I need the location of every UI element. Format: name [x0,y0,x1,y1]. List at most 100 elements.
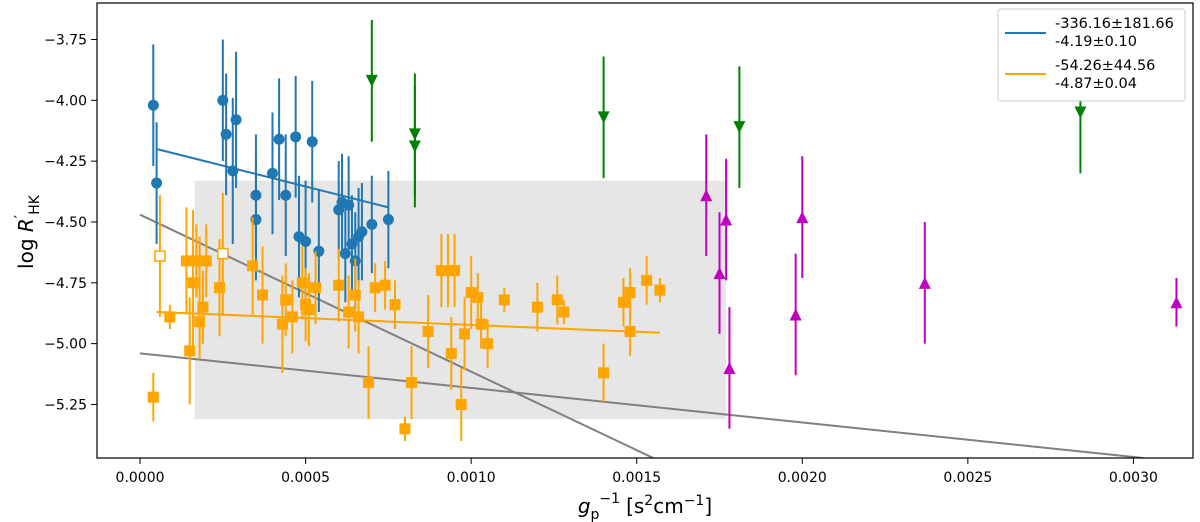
orange-point [280,294,292,306]
blue-point [300,235,312,247]
blue-point [290,131,302,143]
green-point [365,74,378,87]
y-tick-label: −4.75 [44,276,87,292]
x-tick-label: 0.0000 [116,470,165,486]
orange-point [617,296,629,308]
orange-point [194,255,206,267]
orange-point [641,274,653,286]
orange-point [184,345,196,357]
blue-point [280,189,292,201]
blue-point [366,218,378,230]
green-point [733,121,746,134]
y-tick-label: −4.50 [44,215,87,231]
green-point [1074,106,1087,119]
orange-point [187,277,199,289]
orange-point [276,318,288,330]
orange-point [296,277,308,289]
orange-point [180,255,192,267]
orange-point [442,265,454,277]
x-axis-units-sup2: −1 [684,493,705,509]
green-point [597,111,610,124]
x-tick-label: 0.0020 [778,470,827,486]
orange-point [147,391,159,403]
legend-blue-line1: -336.16±181.66 [1055,16,1174,32]
orange-point [449,265,461,277]
orange-point [498,294,510,306]
green-point [408,140,421,153]
orange-point [406,377,418,389]
orange-point [422,325,434,337]
blue-point [266,167,278,179]
orange-point [164,311,176,323]
orange-point [531,301,543,313]
orange-point [389,299,401,311]
y-tick-label: −4.00 [44,93,87,109]
orange-point [197,301,209,313]
orange-point [363,377,375,389]
x-tick-label: 0.0025 [943,470,992,486]
orange-point [624,287,636,299]
y-axis-label-prefix: log [14,232,38,269]
magenta-point [700,189,713,202]
orange-point [399,423,411,435]
x-axis-units-mid: cm [653,494,683,518]
plot-frame [96,2,1194,459]
orange-point [435,265,447,277]
orange-point [472,291,484,303]
orange-open-point [217,247,229,260]
orange-point [654,284,666,296]
orange-point [194,316,206,328]
x-axis-label-sup: −1 [599,491,620,507]
orange-point [200,255,212,267]
blue-point [230,114,242,126]
orange-point [455,398,467,410]
x-axis-label-sub: p [591,507,600,522]
orange-point [214,282,226,294]
orange-point [369,282,381,294]
orange-point [465,287,477,299]
x-axis-units-pre: [s [626,494,644,518]
orange-point [459,328,471,340]
magenta-point [789,308,802,321]
magenta-point [796,211,809,224]
y-axis-label-main: R [14,218,38,232]
x-tick-label: 0.0030 [1109,470,1158,486]
orange-point [598,367,610,379]
x-tick-label: 0.0010 [447,470,496,486]
orange-point [247,260,259,272]
blue-point [220,128,232,140]
x-axis-units-sup: 2 [644,493,653,509]
orange-point [475,318,487,330]
legend-blue-line2: -4.19±0.10 [1055,34,1137,50]
orange-point [343,306,355,318]
orange-fit-line [156,311,660,334]
blue-point [151,177,163,189]
blue-point [273,133,285,145]
legend-orange-line1: -54.26±44.56 [1055,58,1155,74]
y-tick-label: −5.00 [44,337,87,353]
magenta-point [713,267,726,280]
orange-point [353,311,365,323]
orange-point [551,294,563,306]
orange-point [310,282,322,294]
blue-point [382,214,394,226]
blue-fit-line [156,148,389,209]
y-axis-label-prime: ′ [11,214,29,218]
legend: -336.16±181.66 -4.19±0.10 -54.26±44.56 -… [997,8,1186,102]
orange-point [379,279,391,291]
orange-point [257,289,269,301]
x-axis-label-base: g [578,494,591,518]
orange-point [349,289,361,301]
legend-orange-line2: -4.87±0.04 [1055,76,1137,92]
x-tick-label: 0.0005 [281,470,330,486]
reference-line-2 [139,352,1144,458]
orange-point [558,306,570,318]
magenta-point [723,361,736,374]
orange-point [482,338,494,350]
orange-point [333,279,345,291]
blue-point [306,136,318,148]
magenta-point [1170,296,1183,309]
magenta-point [720,213,733,226]
y-tick-label: −4.25 [44,154,87,170]
